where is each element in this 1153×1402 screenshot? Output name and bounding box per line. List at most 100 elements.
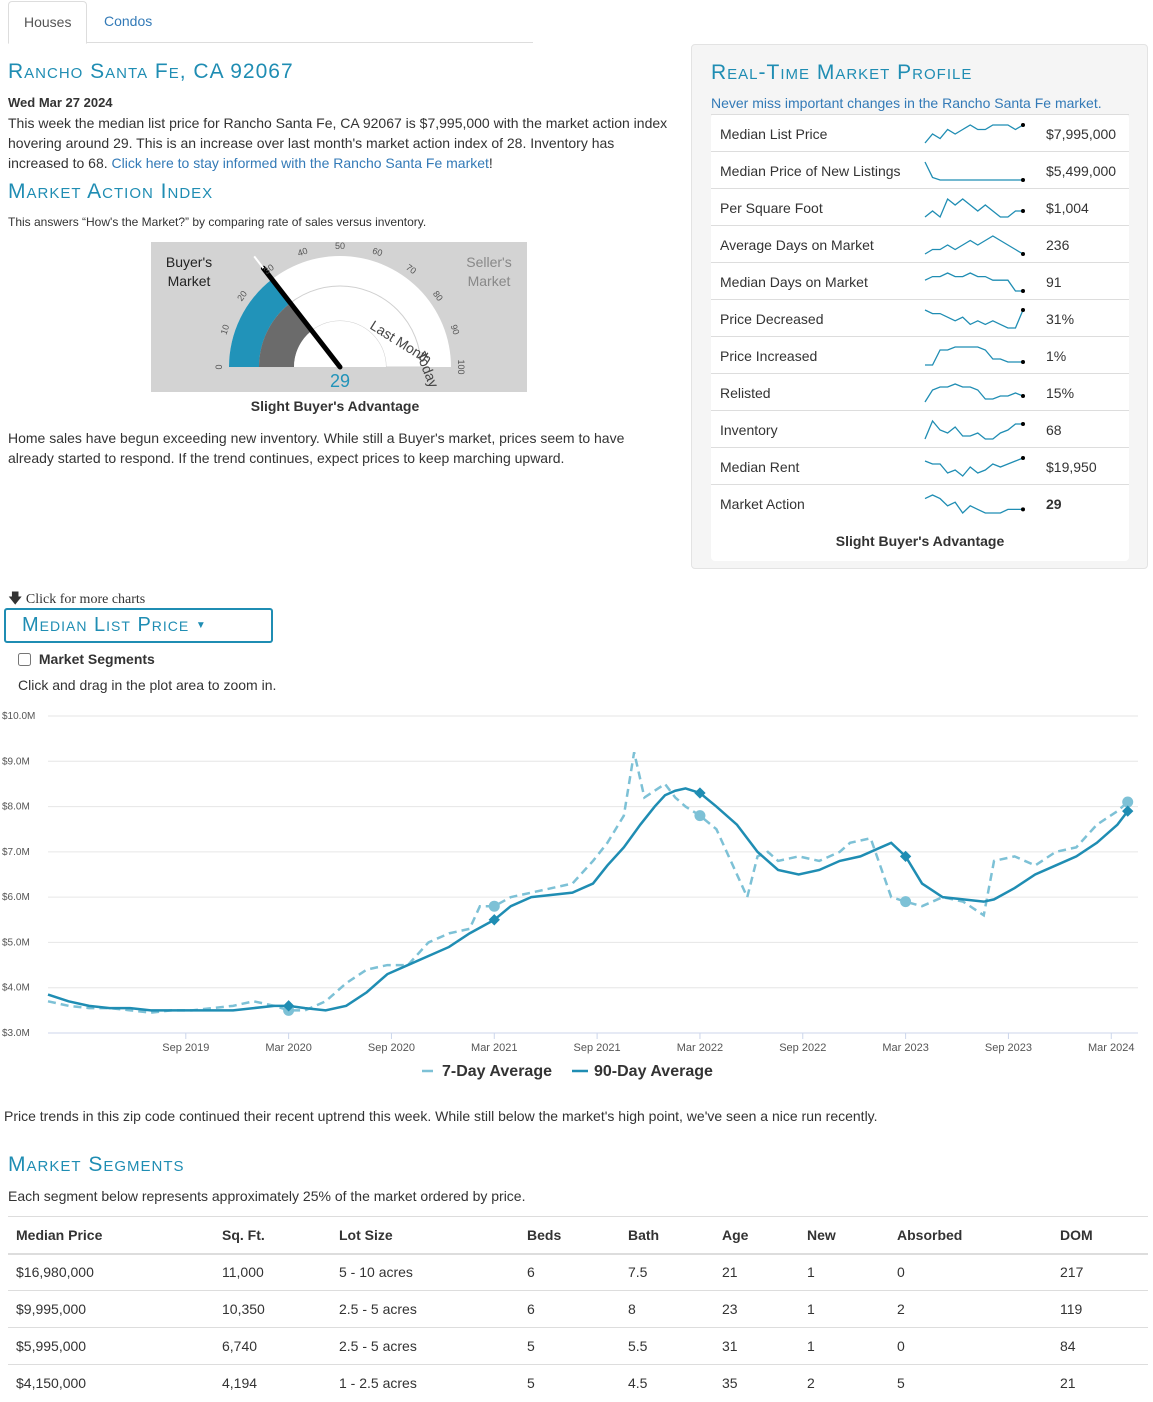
gauge-tick-label: 40 (296, 246, 309, 259)
profile-row-label: Market Action (720, 496, 805, 512)
segments-cell: 6 (519, 1290, 620, 1328)
series-90-day-marker (899, 850, 912, 863)
segments-cell: 5 - 10 acres (331, 1253, 519, 1291)
profile-row: Median Days on Market 91 (711, 262, 1129, 299)
profile-row-value: $5,499,000 (1046, 163, 1117, 179)
segments-cell: 2 (799, 1364, 889, 1402)
profile-row-sparkline (924, 235, 1025, 256)
profile-row-value: 29 (1046, 496, 1062, 512)
segments-header-cell: Age (714, 1216, 799, 1255)
gauge-needle (260, 265, 343, 370)
segments-header-cell: Absorbed (889, 1216, 1052, 1255)
series-7-day-marker (900, 896, 912, 908)
profile-row-sparkline (924, 161, 1025, 182)
series-7-day-marker (488, 900, 500, 912)
click-more-charts[interactable]: 🡇 Click for more charts (8, 588, 145, 612)
sparkline-end-dot (1021, 289, 1025, 293)
market-segments-checkbox[interactable] (18, 653, 31, 666)
segments-cell: 1 (799, 1327, 889, 1365)
market-segments-toggle[interactable]: Market Segments (18, 651, 155, 667)
market-segments-label: Market Segments (38, 651, 155, 667)
profile-row-label: Per Square Foot (720, 200, 823, 216)
y-tick-label: $5.0M (2, 937, 30, 948)
x-tick-label: Sep 2023 (985, 1042, 1032, 1054)
y-tick-label: $9.0M (2, 756, 30, 767)
y-tick-label: $3.0M (2, 1028, 30, 1039)
gauge-tick-label: 30 (262, 262, 276, 276)
legend-7-day-label[interactable]: 7-Day Average (442, 1063, 552, 1080)
segments-cell: 21 (714, 1253, 799, 1291)
segments-cell: $16,980,000 (8, 1253, 214, 1291)
gauge-tick-label: 50 (335, 242, 345, 251)
series-7-day-marker (694, 810, 706, 822)
x-tick-label: Mar 2022 (677, 1042, 723, 1054)
location-title: Rancho Santa Fe, CA 92067 (8, 60, 294, 83)
report-date: Wed Mar 27 2024 (8, 95, 113, 110)
segments-header-cell: Bath (620, 1216, 714, 1255)
segments-cell: 119 (1052, 1290, 1148, 1328)
profile-row-label: Relisted (720, 385, 771, 401)
segments-cell: 217 (1052, 1253, 1148, 1291)
tab-condos[interactable]: Condos (104, 13, 153, 29)
segments-cell: 4,194 (214, 1364, 331, 1402)
segments-table: Median Price Sq. Ft. Lot Size Beds Bath Age Ne… (8, 1216, 1148, 1402)
tab-houses[interactable]: Houses (8, 1, 87, 44)
profile-row: Price Decreased 31% (711, 299, 1129, 336)
sparkline-line (924, 457, 1024, 477)
series-90-day-marker (1122, 805, 1134, 817)
sparkline-end-dot (1021, 422, 1025, 426)
segments-cell: 0 (889, 1253, 1052, 1291)
profile-row-value: $7,995,000 (1046, 126, 1117, 142)
gauge-last-month-fill (259, 304, 311, 367)
profile-row-sparkline (924, 456, 1025, 477)
median-list-price-chart[interactable]: $3.0M $4.0M $5.0M $6.0M $7.0M $8.0M $9.0M $10.0… (0, 705, 1153, 1095)
chart-select-dropdown[interactable]: Median List Price ▼ (4, 608, 273, 643)
segments-cell: 4.5 (620, 1364, 714, 1402)
stay-informed-link[interactable]: Click here to stay informed with the Ran… (111, 155, 489, 171)
series-7-day-marker (1122, 796, 1134, 808)
segments-cell: 8 (620, 1290, 714, 1328)
segments-cell: $9,995,000 (8, 1290, 214, 1328)
series-90-day-marker (282, 1000, 295, 1012)
segments-cell: 0 (889, 1327, 1052, 1365)
segments-cell: 1 (799, 1290, 889, 1328)
x-tick-label: Mar 2021 (471, 1042, 517, 1054)
mai-subtitle: This answers “How's the Market?” by comp… (8, 215, 427, 229)
profile-row: Median Price of New Listings $5,499,000 (711, 151, 1129, 188)
sparkline-end-dot (1021, 308, 1025, 312)
segments-cell: 11,000 (214, 1253, 331, 1291)
segments-cell: 21 (1052, 1364, 1148, 1402)
series-90-day-average (47, 787, 1129, 1012)
x-tick-label: Sep 2022 (779, 1042, 826, 1054)
profile-row-value: 236 (1046, 237, 1070, 253)
segments-row: $16,980,000 11,000 5 - 10 acres 6 7.5 21 1 0 217 (8, 1253, 1148, 1291)
sparkline-line (925, 346, 1023, 366)
segments-cell: 7.5 (620, 1253, 714, 1291)
segments-cell: 10,350 (214, 1290, 331, 1328)
segments-cell: 6,740 (214, 1327, 331, 1365)
x-tick-label: Sep 2020 (368, 1042, 415, 1054)
segments-cell: $5,995,000 (8, 1327, 214, 1365)
segments-cell: 1 (799, 1253, 889, 1291)
mai-description: Home sales have begun exceeding new inve… (8, 430, 625, 466)
sparkline-line (924, 124, 1024, 144)
gauge-value: 29 (330, 371, 350, 391)
property-type-tabs: Houses Condos (8, 0, 533, 44)
profile-row-label: Price Increased (720, 348, 818, 364)
profile-row-label: Median List Price (720, 126, 828, 142)
y-tick-label: $6.0M (2, 892, 30, 903)
segments-cell: 5 (519, 1364, 620, 1402)
buyers-label-2: Market (168, 273, 211, 289)
gauge-tick-label: 0 (214, 364, 224, 369)
sparkline-line (924, 197, 1023, 219)
profile-row-label: Inventory (720, 422, 778, 438)
legend-90-day-label[interactable]: 90-Day Average (594, 1063, 713, 1080)
profile-subtitle-link[interactable]: Never miss important changes in the Ranc… (711, 95, 1102, 111)
gauge-tick-label: 70 (404, 262, 418, 276)
profile-row-label: Median Price of New Listings (720, 163, 901, 179)
gauge-tick-label: 80 (431, 289, 445, 303)
profile-row: Median Rent $19,950 (711, 447, 1129, 484)
sparkline-end-dot (1021, 360, 1025, 364)
sparkline-line (924, 494, 1023, 514)
profile-row: Market Action 29 (711, 484, 1129, 521)
